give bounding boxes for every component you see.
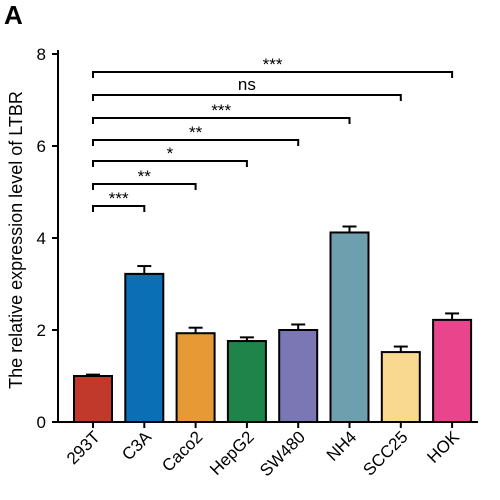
y-tick-label: 4	[37, 229, 46, 248]
significance-bracket	[92, 94, 402, 101]
bar-SCC25	[380, 351, 421, 423]
x-tick-label: HOK	[423, 427, 463, 467]
y-tick-label: 2	[37, 321, 46, 340]
significance-label: ns	[238, 75, 256, 94]
y-axis-label: The relative expression level of LTBR	[6, 91, 26, 389]
bar-Caco2	[175, 332, 216, 423]
x-tick-label: C3A	[118, 427, 155, 464]
significance-label: **	[138, 167, 152, 186]
significance-bracket	[92, 160, 248, 167]
bar-HepG2	[226, 340, 267, 424]
bar-C3A	[124, 272, 165, 423]
x-tick-label: HepG2	[206, 427, 258, 479]
bars	[73, 225, 473, 428]
y-tick-label: 8	[37, 45, 46, 64]
significance-label: ***	[263, 55, 283, 74]
significance-bracket	[92, 117, 351, 124]
significance-bracket	[92, 71, 454, 78]
bar-NH4	[329, 231, 370, 423]
significance-bracket	[92, 139, 300, 146]
x-tick-label: 293T	[63, 427, 104, 468]
x-tick-label: SCC25	[359, 427, 411, 479]
bar-293T	[73, 375, 113, 423]
bar-SW480	[278, 329, 319, 423]
significance-brackets: ***********ns***	[92, 55, 454, 212]
significance-bracket	[92, 205, 146, 212]
x-tick-label: SW480	[256, 427, 309, 480]
y-tick-label: 6	[37, 137, 46, 156]
significance-label: ***	[109, 189, 129, 208]
bar-HOK	[432, 318, 473, 424]
x-tick-label: NH4	[323, 427, 360, 464]
significance-label: *	[167, 144, 174, 163]
significance-label: ***	[211, 101, 231, 120]
panel-label: A	[4, 0, 23, 30]
significance-bracket	[92, 183, 197, 190]
y-tick-label: 0	[37, 413, 46, 432]
significance-label: **	[189, 123, 203, 142]
x-tick-label: Caco2	[158, 427, 206, 475]
